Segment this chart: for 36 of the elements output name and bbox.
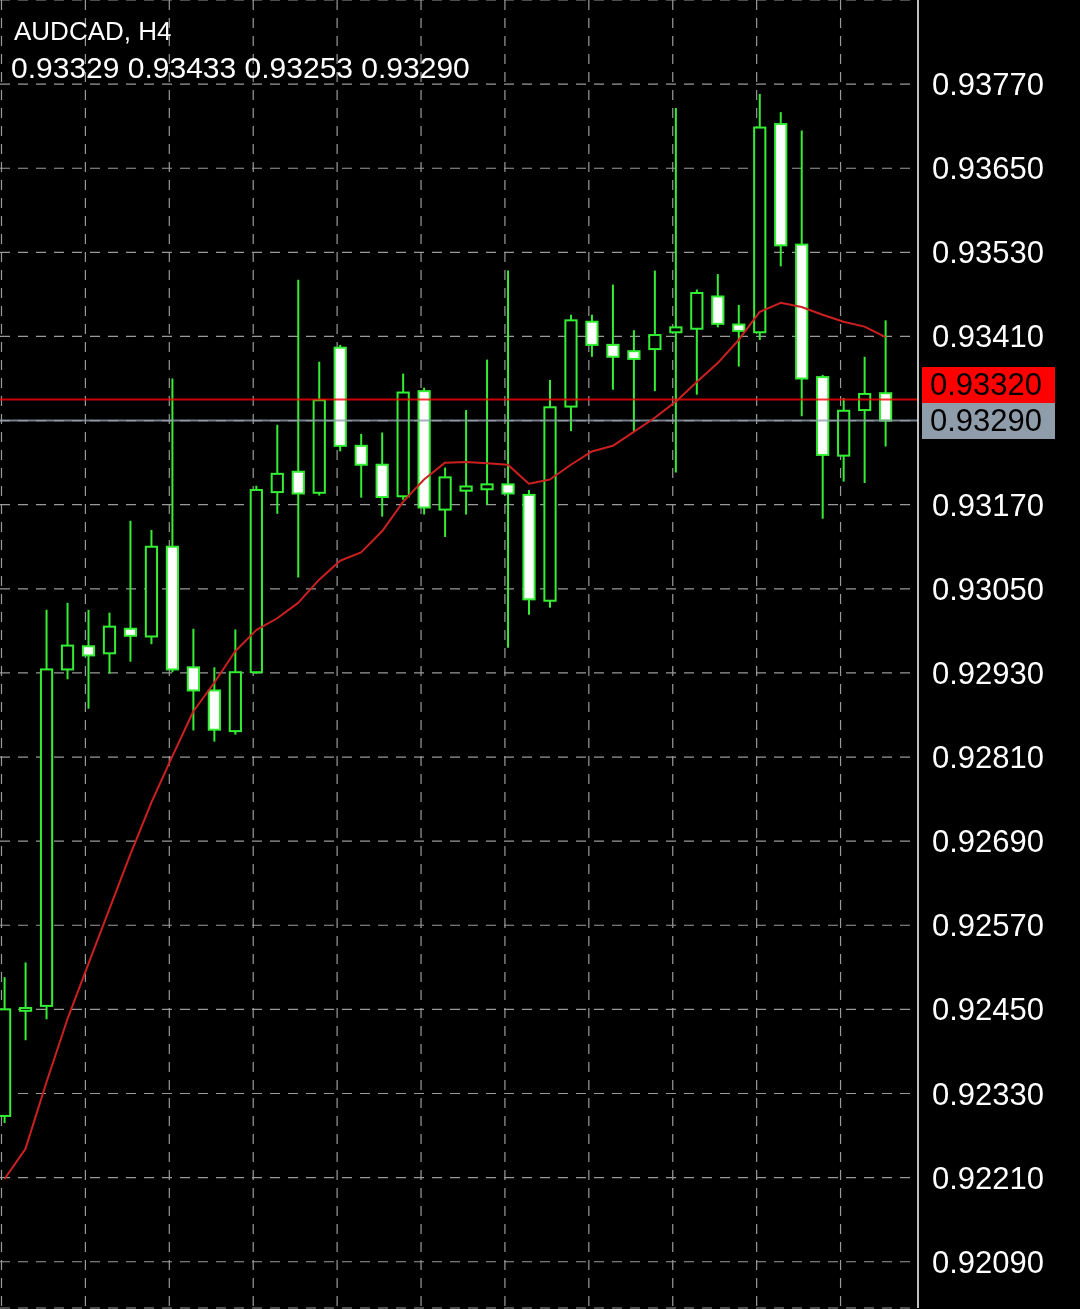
candlestick [585,313,599,358]
y-tick-label: 0.92930 [932,655,1045,691]
candlestick [291,278,305,579]
candlestick [354,432,368,499]
y-tick-label: 0.92690 [932,824,1045,860]
candlestick [732,303,746,368]
candlestick [648,269,662,393]
y-tick-label: 0.92090 [932,1244,1045,1280]
candlestick [501,269,515,649]
candlestick [459,409,473,516]
y-tick-label: 0.92210 [932,1160,1045,1196]
candlestick [123,519,138,663]
y-tick-label: 0.93050 [932,571,1045,607]
candlestick [60,601,75,681]
candlestick [480,358,494,506]
y-tick-label: 0.92330 [932,1076,1045,1112]
ref-line-label: 0.93320 [922,366,1055,403]
candlestick [606,283,620,391]
candlestick [627,329,641,433]
text: 0.93329 0.93433 0.93253 0.93290 [11,50,470,86]
candlestick [186,627,200,732]
y-tick-label: 0.93410 [932,319,1045,355]
candlestick [81,608,96,710]
line-series [3,301,887,1181]
y-tick-label: 0.92570 [932,908,1045,944]
ref-line-label: 0.93290 [922,402,1055,439]
y-tick-label: 0.93770 [932,67,1045,103]
candlestick [669,106,683,474]
candlestick [18,961,33,1042]
text: AUDCAD, H4 [14,15,173,48]
candlestick [270,423,284,515]
y-tick-label: 0.93650 [932,151,1045,187]
y-tick-label: 0.93530 [932,235,1045,271]
y-tick-label: 0.92810 [932,740,1045,776]
y-tick-label: 0.93170 [932,487,1045,523]
y-tick-label: 0.92450 [932,992,1045,1028]
